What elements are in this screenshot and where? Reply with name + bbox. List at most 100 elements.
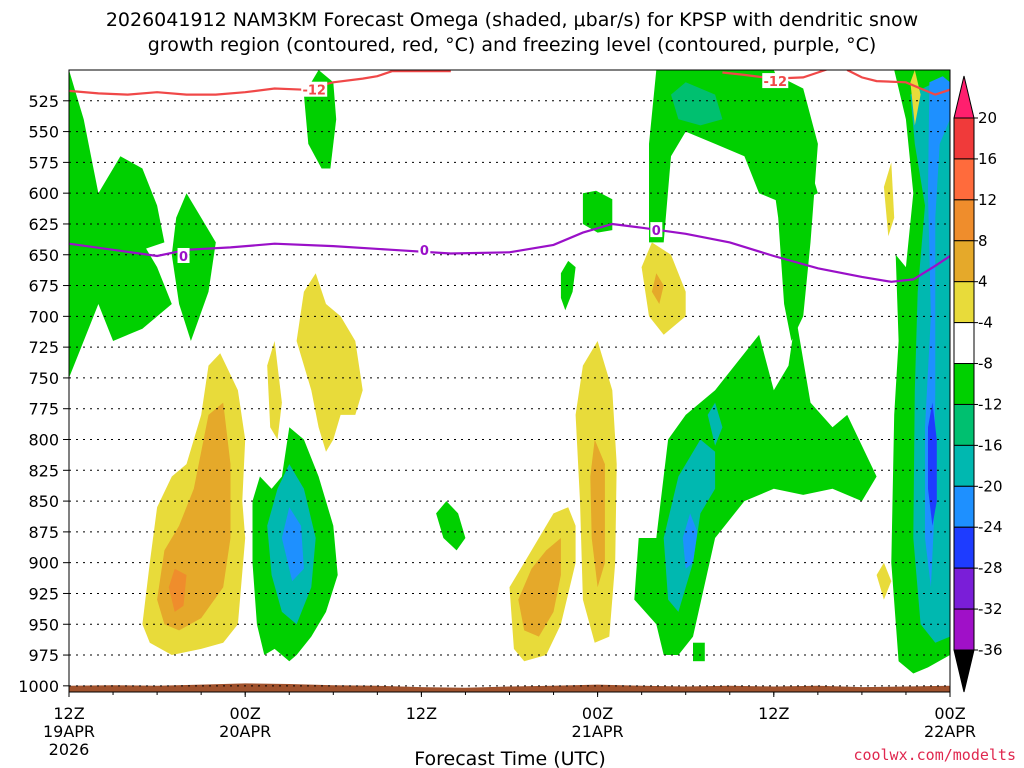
omega-region-right-core2	[682, 513, 698, 569]
x-tick-label-5-2: 22APR	[924, 722, 976, 741]
omega-region-sink-mid-b	[267, 341, 282, 440]
colorbar-label-7: -12	[978, 395, 1003, 413]
colorbar-box-0	[953, 117, 975, 160]
colorbar-top-arrow	[953, 75, 975, 119]
colorbar-box-2	[953, 199, 975, 242]
y-tick-label-650: 650	[28, 246, 59, 265]
y-tick-label-700: 700	[28, 307, 59, 326]
omega-region-sink-mid-e	[641, 242, 686, 335]
dendritic-label-bg-1	[762, 73, 789, 89]
colorbar-label-11: -28	[978, 559, 1003, 577]
colorbar-label-13: -36	[978, 641, 1003, 659]
x-tick-label-0-3: 2026	[49, 740, 90, 759]
omega-region-upper-left-sink-b	[83, 156, 165, 268]
dendritic-label-0: -12	[302, 84, 326, 99]
omega-region-mid-patch-a	[582, 190, 613, 233]
y-tick-label-900: 900	[28, 554, 59, 573]
x-tick-label-1-2: 20APR	[219, 722, 271, 741]
chart-title-line2: growth region (contoured, red, °C) and f…	[148, 34, 877, 56]
y-tick-label-975: 975	[28, 646, 59, 665]
x-tick-label-3-1: 00Z	[582, 704, 613, 723]
x-tick-label-0-2: 19APR	[43, 722, 95, 741]
freezing-level-label-0: 0	[179, 250, 188, 265]
omega-region-mid-patch-b	[560, 260, 576, 311]
omega-region-sink-mid-c-core	[518, 538, 561, 637]
colorbar-label-9: -20	[978, 477, 1003, 495]
omega-shading-layer	[69, 70, 950, 674]
y-tick-label-1000: 1000	[18, 677, 59, 696]
x-tick-label-3-2: 21APR	[572, 722, 624, 741]
y-tick-label-775: 775	[28, 400, 59, 419]
colorbar-box-8	[953, 444, 975, 487]
terrain-ground-layer	[69, 683, 950, 692]
colorbar-box-10	[953, 526, 975, 569]
omega-region-sink-bottom-left-core	[168, 568, 187, 612]
omega-region-mid-patch-c	[436, 501, 466, 551]
chart-title-line1: 2026041912 NAM3KM Forecast Omega (shaded…	[106, 9, 918, 31]
colorbar-label-3: 8	[978, 232, 988, 250]
dendritic-label-bg-0	[301, 81, 328, 97]
colorbar-bottom-arrow	[953, 649, 975, 693]
y-tick-label-600: 600	[28, 184, 59, 203]
omega-region-sink-mid-a	[296, 273, 363, 452]
colorbar-label-1: 16	[978, 150, 997, 168]
colorbar-label-2: 12	[978, 191, 997, 209]
freezing-level-contour	[69, 222, 950, 283]
dendritic-contour-0	[69, 70, 451, 96]
omega-region-sink-mid-e-core	[651, 273, 664, 304]
y-tick-label-925: 925	[28, 584, 59, 603]
colorbar-label-5: -4	[978, 314, 993, 332]
colorbar-box-1	[953, 158, 975, 201]
omega-region-upper-right-mid	[671, 82, 723, 126]
omega-region-sink-right-a	[883, 162, 895, 237]
x-tick-label-4-1: 12Z	[758, 704, 789, 723]
omega-region-far-right-core3	[928, 402, 937, 526]
freezing-label-bg-1	[418, 241, 431, 257]
x-tick-label-2-1: 12Z	[406, 704, 437, 723]
omega-region-right-streak	[766, 70, 818, 341]
freezing-level-label-2: 0	[652, 224, 661, 239]
colorbar-box-6	[953, 363, 975, 405]
colorbar-label-4: 4	[978, 273, 988, 291]
y-tick-label-850: 850	[28, 492, 59, 511]
dendritic-contour-2	[846, 70, 950, 96]
y-tick-label-800: 800	[28, 431, 59, 450]
colorbar-box-12	[953, 608, 975, 651]
colorbar-label-0: 20	[978, 109, 997, 127]
y-tick-label-525: 525	[28, 92, 59, 111]
x-tick-label-0-1: 12Z	[53, 704, 84, 723]
terrain-ground	[69, 683, 950, 692]
colorbar-box-5	[953, 322, 975, 365]
dendritic-label-1: -12	[764, 75, 788, 90]
omega-region-sink-right-b	[876, 562, 892, 600]
y-tick-label-625: 625	[28, 215, 59, 234]
colorbar-box-4	[953, 281, 975, 324]
y-tick-label-875: 875	[28, 523, 59, 542]
y-tick-label-675: 675	[28, 277, 59, 296]
y-tick-label-750: 750	[28, 369, 59, 388]
y-tick-label-950: 950	[28, 615, 59, 634]
colorbar: 20 16 12 8 4 -4 -8 -12 -16 -20 -24 -28 -32 -36	[953, 75, 1003, 693]
colorbar-box-11	[953, 567, 975, 610]
freezing-level-label-1: 0	[420, 244, 429, 259]
credit-text: coolwx.com/modelts	[853, 746, 1016, 764]
y-tick-label-575: 575	[28, 153, 59, 172]
omega-region-sink-mid-d-core	[590, 439, 605, 588]
colorbar-label-8: -16	[978, 436, 1003, 454]
y-tick-label-825: 825	[28, 461, 59, 480]
y-tick-label-550: 550	[28, 123, 59, 142]
omega-region-small-dot	[693, 642, 705, 662]
colorbar-box-7	[953, 403, 975, 446]
y-tick-label-725: 725	[28, 338, 59, 357]
omega-region-right-large	[634, 316, 877, 655]
omega-region-column-left-core2	[281, 507, 304, 582]
colorbar-box-9	[953, 485, 975, 528]
colorbar-label-10: -24	[978, 518, 1003, 536]
x-tick-label-5-1: 00Z	[934, 704, 965, 723]
omega-region-sink-right-c	[910, 70, 921, 126]
x-tick-label-1-1: 00Z	[230, 704, 261, 723]
freezing-label-bg-0	[177, 247, 190, 263]
colorbar-label-12: -32	[978, 600, 1003, 618]
